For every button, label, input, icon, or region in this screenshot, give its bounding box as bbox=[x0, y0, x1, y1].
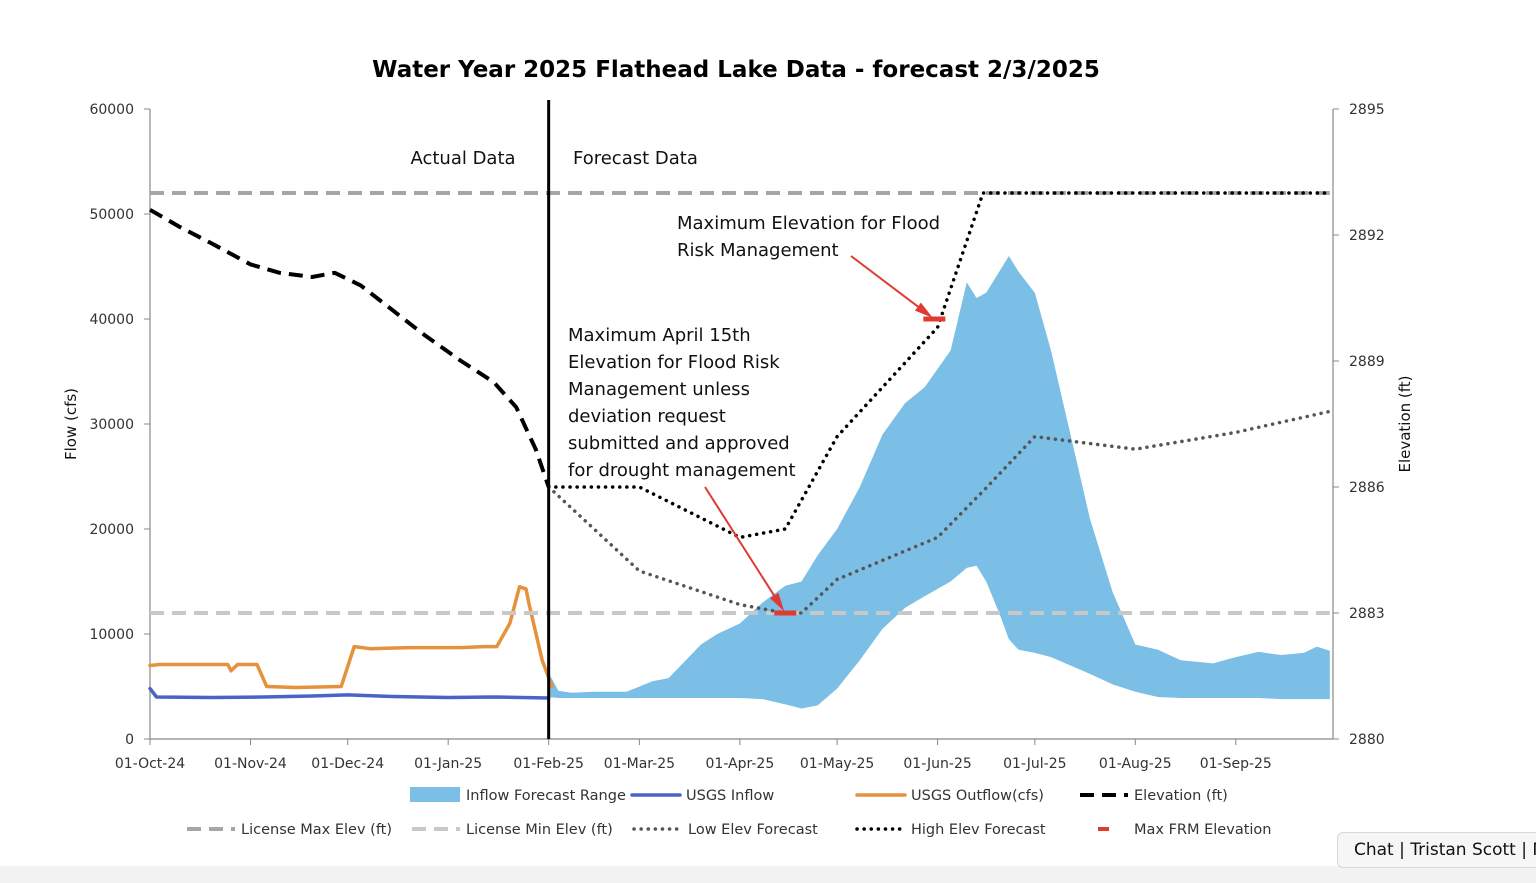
x-tick-label: 01-Apr-25 bbox=[706, 756, 775, 772]
legend-label: License Max Elev (ft) bbox=[241, 822, 392, 838]
annotation-text-line: Risk Management bbox=[677, 240, 839, 261]
usgs-inflow-line bbox=[148, 686, 551, 700]
legend-item-license-max-elev-ft: License Max Elev (ft) bbox=[187, 822, 392, 838]
chat-tab[interactable]: Chat | Tristan Scott | M bbox=[1337, 832, 1536, 868]
annotation-arrow bbox=[850, 255, 927, 314]
legend-label: USGS Outflow(cfs) bbox=[911, 788, 1044, 804]
plot-layer: 0 10000 20000 30000 40000 50000 60000 2880 2883 2… bbox=[89, 100, 1385, 772]
y2-axis-label: Elevation (ft) bbox=[1396, 375, 1414, 472]
legend-label: Elevation (ft) bbox=[1134, 788, 1228, 804]
x-tick-label: 01-Sep-25 bbox=[1200, 756, 1272, 772]
legend-label: High Elev Forecast bbox=[911, 822, 1046, 838]
x-tick-label: 01-Nov-24 bbox=[214, 756, 287, 772]
y2-tick-label: 2892 bbox=[1349, 228, 1385, 244]
legend-label: USGS Inflow bbox=[686, 788, 774, 804]
legend-item-max-frm-elevation: Max FRM Elevation bbox=[1098, 822, 1271, 838]
usgs-outflow-cfs-line bbox=[148, 585, 554, 690]
y-axis-label: Flow (cfs) bbox=[62, 388, 80, 460]
legend: Inflow Forecast Range USGS Inflow USGS Out… bbox=[187, 787, 1271, 838]
legend-item-inflow-forecast-range: Inflow Forecast Range bbox=[410, 787, 626, 804]
legend-label: License Min Elev (ft) bbox=[466, 822, 613, 838]
y-tick-label: 60000 bbox=[89, 102, 134, 118]
y2-tick-label: 2880 bbox=[1349, 732, 1385, 748]
x-tick-label: 01-Aug-25 bbox=[1099, 756, 1172, 772]
annotation-arrowhead bbox=[914, 302, 933, 318]
legend-label: Inflow Forecast Range bbox=[466, 788, 626, 804]
legend-label: Low Elev Forecast bbox=[688, 822, 818, 838]
legend-swatch bbox=[410, 787, 460, 802]
y2-tick-label: 2886 bbox=[1349, 480, 1385, 496]
x-tick-label: 01-Oct-24 bbox=[115, 756, 185, 772]
y-tick-label: 10000 bbox=[89, 627, 134, 643]
annotation-text-line: Elevation for Flood Risk bbox=[568, 352, 780, 373]
chart-title: Water Year 2025 Flathead Lake Data - for… bbox=[372, 57, 1100, 83]
x-tick-label: 01-Jun-25 bbox=[903, 756, 971, 772]
legend-label: Max FRM Elevation bbox=[1134, 822, 1271, 838]
region-label-forecast: Forecast Data bbox=[573, 148, 698, 169]
x-tick-label: 01-Mar-25 bbox=[604, 756, 675, 772]
region-label-actual: Actual Data bbox=[410, 148, 515, 169]
annotation-text-line: Maximum April 15th bbox=[568, 325, 751, 346]
annotation-text-line: submitted and approved bbox=[568, 433, 790, 454]
legend-item-license-min-elev-ft: License Min Elev (ft) bbox=[412, 822, 613, 838]
x-tick-label: 01-Feb-25 bbox=[513, 756, 584, 772]
annotation-text-line: Maximum Elevation for Flood bbox=[677, 213, 940, 234]
y-tick-label: 0 bbox=[125, 732, 134, 748]
legend-item-usgs-inflow: USGS Inflow bbox=[630, 788, 774, 804]
legend-item-high-elev-forecast: High Elev Forecast bbox=[855, 822, 1046, 838]
y-tick-label: 20000 bbox=[89, 522, 134, 538]
bottom-strip bbox=[0, 866, 1536, 883]
y2-tick-label: 2895 bbox=[1349, 102, 1385, 118]
x-tick-label: 01-Jan-25 bbox=[414, 756, 482, 772]
annotation-arrow bbox=[704, 486, 781, 606]
annotation-text-line: for drought management bbox=[568, 460, 796, 481]
annotation-1: Maximum Elevation for Flood Risk Manageme… bbox=[677, 213, 940, 318]
y2-tick-label: 2883 bbox=[1349, 606, 1385, 622]
x-tick-label: 01-Jul-25 bbox=[1003, 756, 1066, 772]
annotation-text-line: deviation request bbox=[568, 406, 726, 427]
elevation-ft-line bbox=[149, 208, 551, 488]
high-elev-forecast-line bbox=[546, 191, 1332, 540]
annotation-text-line: Management unless bbox=[568, 379, 750, 400]
inflow-forecast-range-band bbox=[548, 256, 1330, 709]
y-tick-label: 30000 bbox=[89, 417, 134, 433]
y-tick-label: 40000 bbox=[89, 312, 134, 328]
legend-item-low-elev-forecast: Low Elev Forecast bbox=[632, 822, 818, 838]
legend-item-elevation-ft: Elevation (ft) bbox=[1080, 788, 1228, 804]
low-elev-forecast-line bbox=[546, 409, 1332, 615]
legend-item-usgs-outflow-cfs: USGS Outflow(cfs) bbox=[855, 788, 1044, 804]
x-tick-label: 01-Dec-24 bbox=[311, 756, 384, 772]
x-tick-label: 01-May-25 bbox=[800, 756, 874, 772]
annotation-arrowhead bbox=[770, 592, 785, 612]
y2-tick-label: 2889 bbox=[1349, 354, 1385, 370]
annotation-2: Maximum April 15th Elevation for Flood Ri… bbox=[568, 325, 796, 612]
y-tick-label: 50000 bbox=[89, 207, 134, 223]
